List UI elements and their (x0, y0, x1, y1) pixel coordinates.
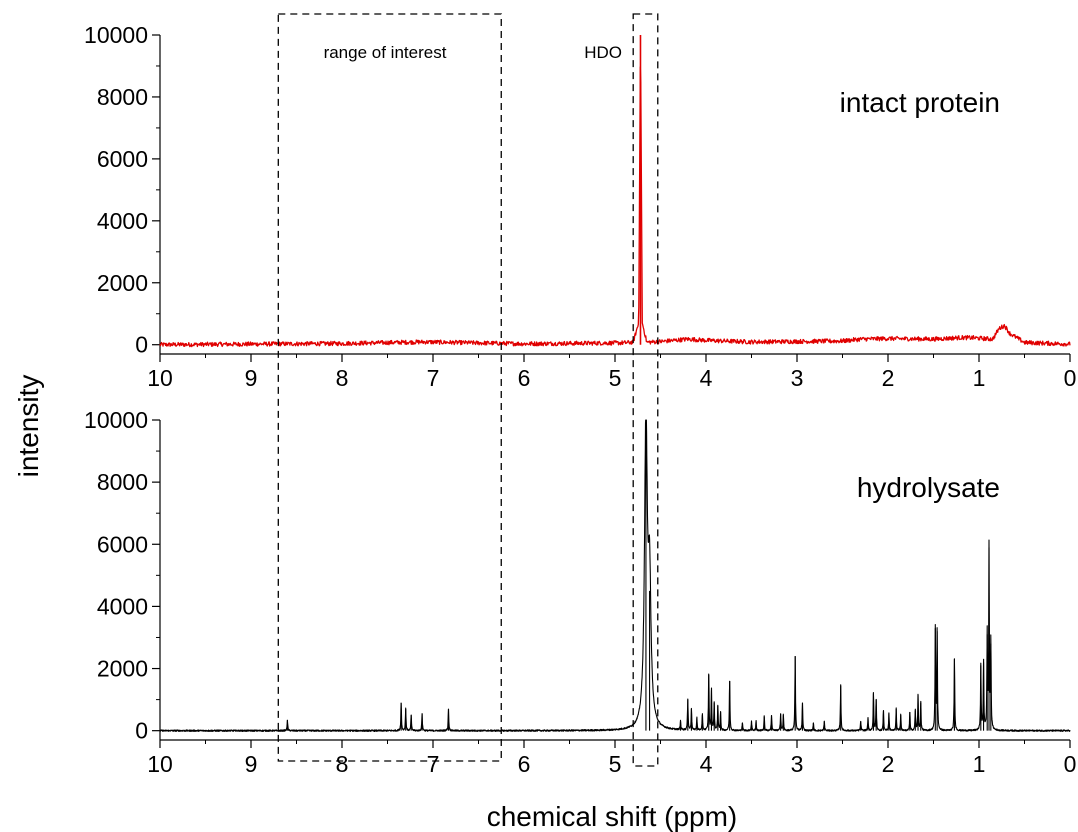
x-tick-label: 3 (791, 365, 804, 391)
panel-label-intact-protein: intact protein (840, 87, 1000, 118)
intact-protein-trace-group (159, 35, 1071, 348)
hydrolysate-spectrum-line (159, 419, 1071, 732)
x-tick-label: 2 (882, 365, 895, 391)
x-tick-label: 3 (791, 751, 804, 777)
x-tick-label: 6 (518, 365, 531, 391)
intact-protein-spectrum-line (159, 66, 1071, 348)
y-tick-label: 4000 (97, 208, 148, 234)
y-tick-label: 2000 (97, 656, 148, 682)
y-tick-label: 6000 (97, 146, 148, 172)
x-tick-label: 0 (1064, 365, 1077, 391)
hdo-label: HDO (584, 43, 622, 62)
x-tick-label: 9 (245, 751, 258, 777)
x-tick-label: 2 (882, 751, 895, 777)
y-tick-label: 6000 (97, 531, 148, 557)
x-tick-label: 8 (336, 751, 349, 777)
x-tick-label: 1 (973, 365, 986, 391)
x-tick-label: 7 (427, 751, 440, 777)
hdo-box (632, 13, 659, 767)
y-tick-label: 0 (135, 332, 148, 358)
y-tick-label: 0 (135, 718, 148, 744)
x-tick-label: 6 (518, 751, 531, 777)
x-axis-title: chemical shift (ppm) (487, 801, 738, 832)
x-tick-label: 4 (700, 751, 713, 777)
x-tick-label: 8 (336, 365, 349, 391)
x-tick-label: 10 (147, 751, 173, 777)
y-tick-label: 2000 (97, 270, 148, 296)
x-tick-label: 10 (147, 365, 173, 391)
x-tick-label: 1 (973, 751, 986, 777)
x-tick-label: 5 (609, 365, 622, 391)
annotation-boxes (277, 13, 659, 767)
x-tick-label: 7 (427, 365, 440, 391)
range-of-interest-label: range of interest (324, 43, 447, 62)
y-tick-label: 8000 (97, 469, 148, 495)
panel-label-hydrolysate: hydrolysate (857, 472, 1000, 503)
y-tick-label: 10000 (84, 407, 148, 433)
y-axis-title: intensity (13, 375, 44, 478)
hydrolysate-trace-group (159, 419, 1071, 732)
range-of-interest-box (277, 13, 502, 762)
y-tick-label: 8000 (97, 84, 148, 110)
y-tick-label: 10000 (84, 22, 148, 48)
x-tick-label: 9 (245, 365, 258, 391)
y-tick-label: 4000 (97, 593, 148, 619)
x-tick-label: 5 (609, 751, 622, 777)
x-tick-label: 0 (1064, 751, 1077, 777)
x-tick-label: 4 (700, 365, 713, 391)
